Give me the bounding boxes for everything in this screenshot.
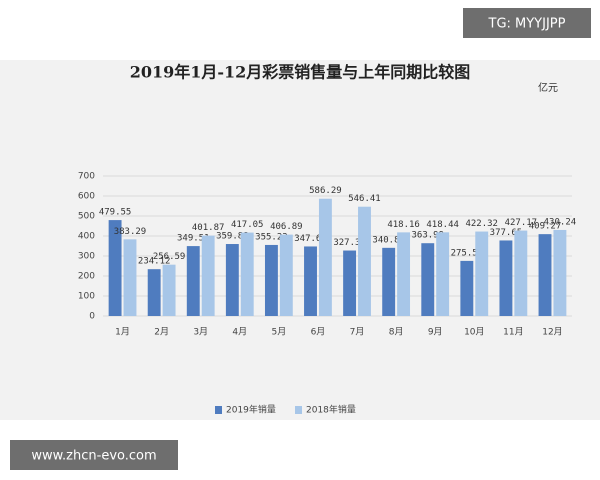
data-label: 377.65 — [490, 228, 523, 238]
bar — [318, 198, 332, 316]
bar — [240, 232, 254, 316]
y-tick-label: 400 — [78, 232, 95, 242]
chart-title: 2019年1月-12月彩票销售量与上年同期比较图 — [130, 63, 471, 82]
x-tick-label: 11月 — [503, 327, 523, 338]
data-label: 359.88 — [216, 232, 249, 242]
bar — [460, 260, 474, 316]
y-tick-label: 500 — [78, 212, 95, 222]
data-label: 234.12 — [138, 257, 171, 267]
x-tick-label: 6月 — [311, 327, 326, 338]
bar — [186, 246, 200, 316]
watermark-box — [463, 8, 591, 38]
data-label: 327.34 — [333, 238, 366, 248]
data-label: 349.51 — [177, 234, 210, 244]
y-tick-label: 300 — [78, 252, 95, 262]
legend-swatch — [295, 406, 302, 414]
data-label: 406.89 — [270, 222, 303, 232]
y-tick-label: 0 — [89, 312, 95, 322]
data-label: 383.29 — [114, 227, 147, 237]
data-label: 363.99 — [412, 231, 445, 241]
data-label: 355.23 — [255, 232, 288, 242]
x-tick-label: 2月 — [154, 327, 169, 338]
bar — [421, 243, 435, 316]
bar — [162, 264, 176, 316]
data-label: 427.17 — [505, 218, 538, 228]
bar — [499, 240, 513, 316]
legend-label: 2018年销量 — [306, 404, 356, 416]
data-label: 256.59 — [153, 252, 186, 262]
bar — [553, 229, 567, 316]
bar — [147, 269, 161, 316]
data-label: 417.05 — [231, 220, 264, 230]
data-label: 409.27 — [529, 222, 562, 232]
bar — [343, 250, 357, 316]
bar — [436, 232, 450, 316]
bar — [382, 247, 396, 316]
bar — [538, 234, 552, 316]
data-label: 401.87 — [192, 223, 225, 233]
x-tick-label: 9月 — [428, 327, 443, 338]
data-label: 347.67 — [294, 234, 327, 244]
watermark-text: TG: MYYJJPP — [488, 17, 566, 32]
data-label: 479.55 — [99, 208, 132, 218]
data-label: 430.24 — [544, 217, 577, 227]
x-tick-label: 10月 — [464, 327, 484, 338]
y-tick-label: 100 — [78, 292, 95, 302]
y-tick-label: 600 — [78, 192, 95, 202]
bar — [279, 234, 293, 316]
x-tick-label: 7月 — [350, 327, 365, 338]
bar — [123, 239, 137, 316]
legend-label: 2019年销量 — [226, 404, 276, 416]
legend-swatch — [215, 406, 222, 414]
data-label: 586.29 — [309, 186, 342, 196]
bar — [475, 231, 489, 316]
bar — [358, 206, 371, 316]
x-tick-label: 5月 — [272, 327, 287, 338]
x-tick-label: 12月 — [542, 327, 562, 338]
chart-background — [0, 60, 600, 420]
data-label: 546.41 — [348, 194, 381, 204]
bar — [108, 220, 122, 316]
x-tick-label: 4月 — [232, 327, 247, 338]
watermark-box — [10, 440, 178, 470]
x-tick-label: 3月 — [193, 327, 208, 338]
watermark-text: www.zhcn-evo.com — [31, 449, 156, 464]
x-tick-label: 1月 — [115, 327, 130, 338]
bar — [201, 235, 215, 316]
x-tick-label: 8月 — [389, 327, 404, 338]
data-label: 418.44 — [426, 220, 459, 230]
unit-label: 亿元 — [538, 81, 558, 94]
bar — [304, 246, 317, 316]
bar — [225, 244, 239, 316]
data-label: 418.16 — [387, 220, 420, 230]
y-tick-label: 700 — [78, 172, 95, 182]
bar — [514, 230, 528, 316]
data-label: 422.32 — [465, 219, 498, 229]
data-label: 275.51 — [451, 248, 484, 258]
data-label: 340.81 — [372, 235, 405, 245]
bar — [264, 244, 278, 316]
y-tick-label: 200 — [78, 272, 95, 282]
bar — [397, 232, 411, 316]
